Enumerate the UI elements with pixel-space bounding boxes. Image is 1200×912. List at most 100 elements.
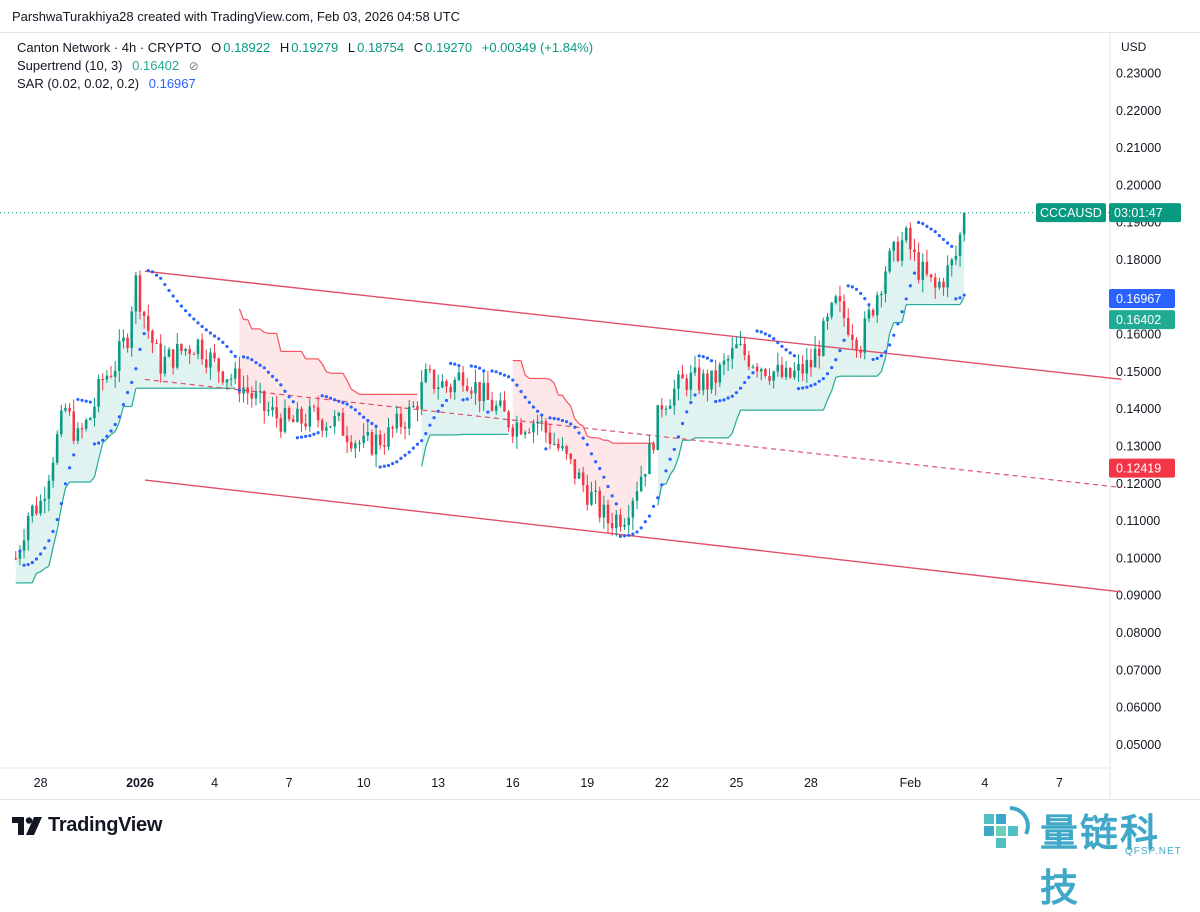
sar-dot xyxy=(184,309,187,312)
symbol-label[interactable]: Canton Network · 4h · CRYPTO xyxy=(17,40,201,55)
sar-dot xyxy=(441,404,444,407)
sar-dot xyxy=(72,453,75,456)
sar-dot xyxy=(847,284,850,287)
sar-dot xyxy=(938,234,941,237)
sar-dot xyxy=(859,292,862,295)
candle xyxy=(934,277,936,287)
supertrend-fill xyxy=(103,376,107,443)
sar-dot xyxy=(727,396,730,399)
sar-dot xyxy=(358,412,361,415)
sar-dot xyxy=(445,399,448,402)
sar-dot xyxy=(176,300,179,303)
hidden-eye-icon[interactable]: ⊘ xyxy=(189,59,199,73)
sar-dot xyxy=(751,371,754,374)
sar-row[interactable]: SAR (0.02, 0.02, 0.2) 0.16967 xyxy=(17,75,593,93)
sar-dot xyxy=(350,405,353,408)
candle xyxy=(905,228,907,241)
sar-dot xyxy=(453,363,456,366)
low-value: 0.18754 xyxy=(357,40,404,55)
candle xyxy=(495,406,497,411)
sar-dot xyxy=(623,534,626,537)
y-tick-label: 0.23000 xyxy=(1116,67,1161,81)
candle xyxy=(648,444,650,475)
candle xyxy=(201,340,203,360)
candle xyxy=(23,540,25,550)
candle xyxy=(855,340,857,350)
candle xyxy=(404,427,406,429)
sar-dot xyxy=(561,419,564,422)
sar-dot xyxy=(710,359,713,362)
sar-dot xyxy=(138,348,141,351)
sar-dot xyxy=(420,439,423,442)
watermark: 量链科技 QFSP.NET xyxy=(980,802,1195,858)
candle xyxy=(454,380,456,392)
channel-mid-price-badge: 0.12419 xyxy=(1109,459,1175,478)
sar-dot xyxy=(279,383,282,386)
candle xyxy=(462,372,464,386)
sar-dot xyxy=(602,476,605,479)
sar-dot xyxy=(598,467,601,470)
supertrend-fill xyxy=(641,443,645,477)
candle xyxy=(793,371,795,378)
candle xyxy=(52,463,54,481)
sar-dot xyxy=(942,238,945,241)
candle xyxy=(159,343,161,373)
candle xyxy=(806,360,808,374)
candle xyxy=(839,296,841,301)
sar-dot xyxy=(47,539,50,542)
sar-dot xyxy=(374,425,377,428)
candle xyxy=(607,505,609,523)
supertrend-fill xyxy=(463,386,467,435)
sar-dot xyxy=(432,416,435,419)
price-chart[interactable]: 0.230000.220000.210000.200000.190000.180… xyxy=(0,0,1200,800)
candle xyxy=(922,262,924,280)
candle xyxy=(77,428,79,441)
supertrend-fill xyxy=(389,394,393,428)
supertrend-row[interactable]: Supertrend (10, 3) 0.16402 ⊘ xyxy=(17,57,593,75)
tradingview-logo[interactable]: TradingView xyxy=(12,814,162,837)
sar-dot xyxy=(478,367,481,370)
candle xyxy=(913,249,915,252)
x-tick-label: 28 xyxy=(804,776,818,790)
sar-dot xyxy=(540,413,543,416)
candle xyxy=(619,515,621,527)
candle xyxy=(31,506,33,517)
sar-dot xyxy=(909,284,912,287)
supertrend-fill xyxy=(910,249,914,304)
sar-dot xyxy=(196,321,199,324)
candle xyxy=(524,432,526,434)
candle xyxy=(139,275,141,312)
candle xyxy=(557,444,559,449)
sar-dot xyxy=(536,410,539,413)
sar-dot xyxy=(760,330,763,333)
sar-dot xyxy=(457,364,460,367)
sar-dot xyxy=(345,403,348,406)
sar-dot xyxy=(230,350,233,353)
candle xyxy=(321,420,323,431)
sar-dot xyxy=(627,534,630,537)
candle xyxy=(126,338,128,348)
sar-dot xyxy=(403,454,406,457)
candle xyxy=(396,414,398,429)
sar-dot xyxy=(134,367,137,370)
candle xyxy=(731,348,733,359)
sar-dot xyxy=(254,361,257,364)
sar-dot xyxy=(93,442,96,445)
sar-dot xyxy=(863,297,866,300)
candle xyxy=(271,407,273,410)
x-tick-label: 22 xyxy=(655,776,669,790)
sar-dot xyxy=(644,520,647,523)
candle xyxy=(677,374,679,389)
sar-dot xyxy=(809,384,812,387)
candle xyxy=(197,340,199,354)
sar-dot xyxy=(677,435,680,438)
candle xyxy=(362,436,364,443)
candle xyxy=(665,409,667,410)
currency-label[interactable]: USD xyxy=(1121,40,1146,54)
sar-dot xyxy=(619,535,622,538)
candle xyxy=(545,421,547,432)
sar-dot xyxy=(60,502,63,505)
supertrend-fill xyxy=(533,378,537,423)
sar-dot xyxy=(163,283,166,286)
sar-dot xyxy=(656,496,659,499)
